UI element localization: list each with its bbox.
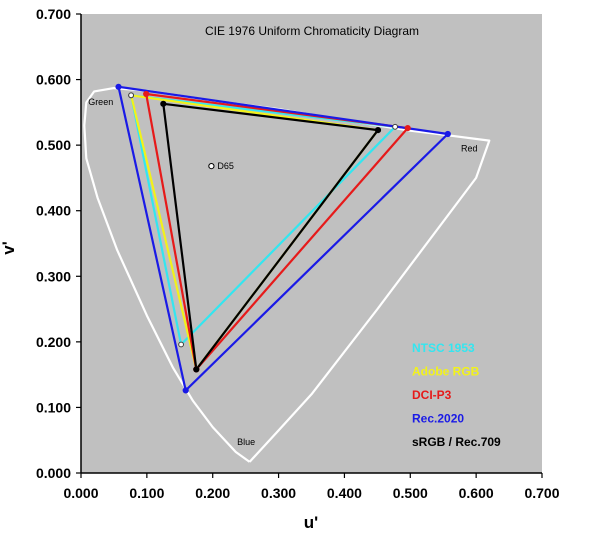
annotation-red: Red: [461, 144, 478, 154]
vertex-dci-p3-0: [404, 125, 411, 132]
y-tick-label: 0.200: [36, 334, 71, 350]
legend-item-ntsc-1953: NTSC 1953: [412, 341, 475, 355]
legend-item-rec-2020: Rec.2020: [412, 412, 464, 426]
y-axis-title: v': [0, 241, 18, 255]
gamut-dci-p3: [145, 92, 409, 371]
y-tick-label: 0.600: [36, 72, 71, 88]
y-tick-label: 0.700: [36, 6, 71, 22]
gamut-ntsc-1953: [130, 94, 397, 346]
vertex-srgb-rec-709-0: [374, 127, 382, 134]
x-tick-label: 0.100: [129, 485, 164, 501]
annotation-green: Green: [88, 97, 113, 107]
vertex-srgb-rec-709-2: [193, 366, 200, 373]
vertex-srgb-rec-709-1: [160, 100, 167, 107]
y-tick-label: 0.500: [36, 137, 71, 153]
vertex-adobe-rgb-1: [128, 92, 135, 99]
x-tick-label: 0.600: [459, 485, 494, 501]
vertex-rec-2020-0: [444, 130, 451, 138]
spectral-locus: [83, 86, 491, 463]
y-tick-label: 0.100: [36, 399, 71, 415]
x-tick-label: 0.400: [327, 485, 362, 501]
x-tick-label: 0.500: [393, 485, 428, 501]
annotation-blue: Blue: [237, 437, 255, 447]
vertex-rec-2020-1: [115, 83, 122, 90]
watermark-subtext: 太平洋电脑网: [489, 516, 561, 531]
vertex-ntsc-1953-0: [392, 123, 399, 130]
vertex-dci-p3-1: [143, 90, 150, 98]
y-tick-label: 0.400: [36, 203, 71, 219]
plot-area: [81, 14, 542, 473]
y-tick-label: 0.300: [36, 268, 71, 284]
x-tick-label: 0.000: [63, 485, 98, 501]
y-tick-label: 0.000: [36, 465, 71, 481]
vertex-ntsc-1953-2: [178, 341, 185, 348]
x-axis-title: u': [304, 513, 318, 532]
white-point-label: D65: [217, 161, 234, 171]
x-tick-label: 0.300: [261, 485, 296, 501]
legend-item-dci-p3: DCI-P3: [412, 388, 452, 402]
white-point-marker: [208, 163, 215, 170]
x-tick-label: 0.700: [524, 485, 559, 501]
gamut-rec-2020: [117, 85, 449, 392]
x-tick-label: 0.200: [195, 485, 230, 501]
gamut-srgb-rec-709: [162, 102, 380, 371]
watermark-logo: PConline: [488, 497, 557, 516]
legend-item-adobe-rgb: Adobe RGB: [412, 365, 480, 379]
legend: NTSC 1953 Adobe RGB DCI-P3 Rec.2020 sRGB / R…: [412, 341, 501, 449]
chart-title: CIE 1976 Uniform Chromaticity Diagram: [205, 24, 419, 38]
legend-item-srgb-rec-709: sRGB / Rec.709: [412, 435, 501, 449]
vertex-rec-2020-2: [182, 387, 189, 394]
